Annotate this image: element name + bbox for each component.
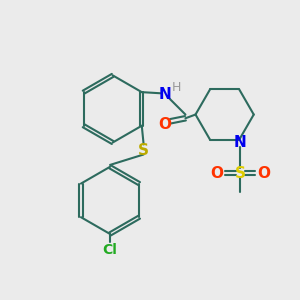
Text: O: O xyxy=(158,118,171,133)
Text: S: S xyxy=(235,166,246,181)
Text: O: O xyxy=(211,166,224,181)
Text: N: N xyxy=(158,86,171,101)
Text: S: S xyxy=(138,142,149,158)
Text: O: O xyxy=(257,166,270,181)
Text: H: H xyxy=(172,81,182,94)
Text: Cl: Cl xyxy=(103,243,118,257)
Text: N: N xyxy=(234,135,247,150)
